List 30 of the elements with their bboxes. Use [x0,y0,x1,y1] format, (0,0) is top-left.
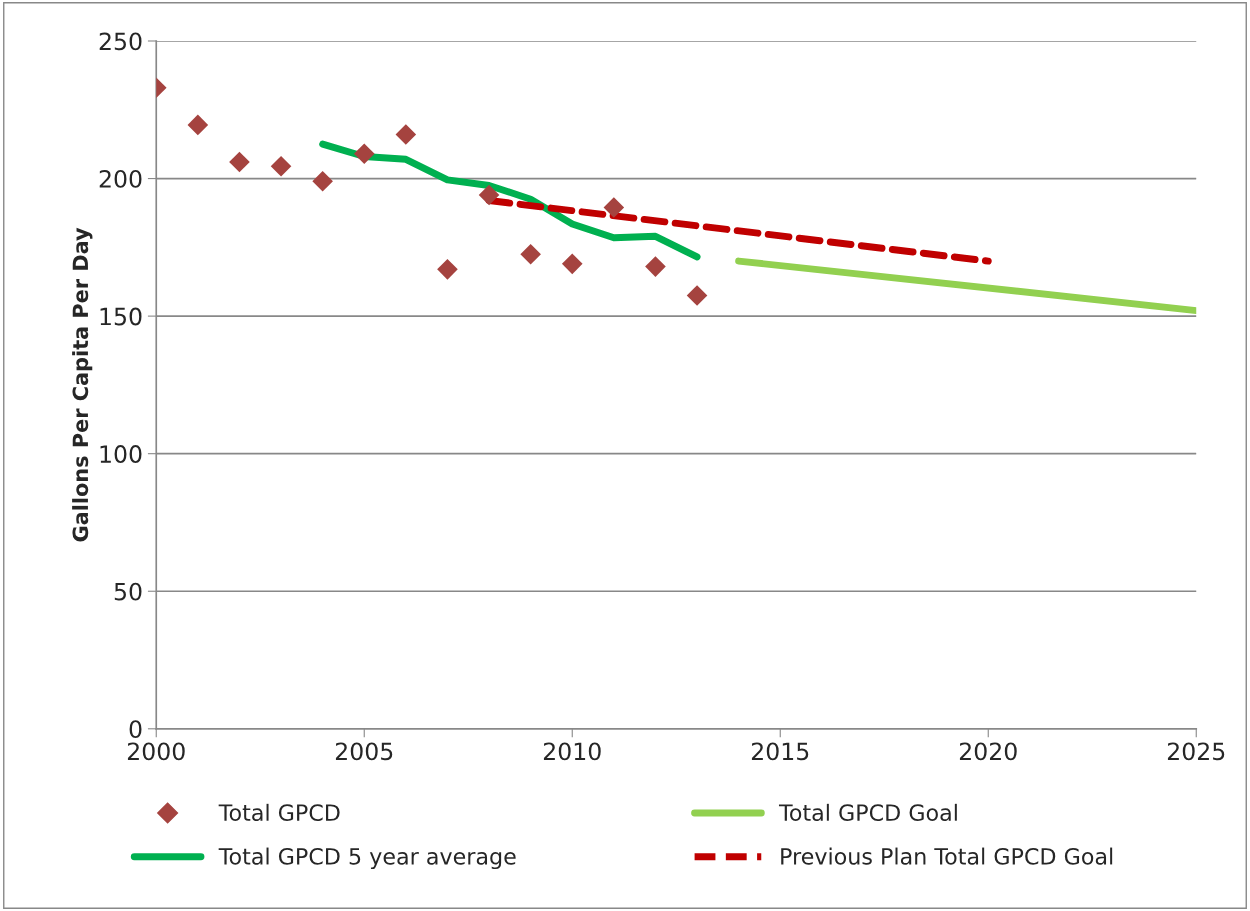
point [603,197,625,218]
point [437,259,458,280]
x-tick-label: 2000 [127,742,185,761]
point [645,256,666,277]
y-tick-label: 100 [100,445,142,463]
x-tick-label: 2010 [543,742,601,761]
y-tick-label: 200 [99,170,142,188]
point [353,143,375,165]
point [686,285,708,306]
point [395,124,417,145]
x-tick-label: 2005 [335,742,393,761]
point [520,243,541,265]
y-tick-label: 0 [129,720,142,739]
x-tick-label: 2025 [1167,742,1225,761]
point [270,155,292,177]
y-tick-label: 150 [100,307,142,326]
legend-label: Total GPCD [218,803,340,822]
x-tick-label: 2015 [751,742,809,761]
point [229,151,250,173]
point [187,114,209,136]
legend-label: Total GPCD Goal [778,803,957,822]
y-tick-label: 50 [114,582,142,601]
legend-label: Previous Plan Total GPCD Goal [781,847,1113,865]
x-tick-label: 2020 [959,742,1017,761]
legend-label: Total GPCD 5 year average [218,847,516,870]
y-axis-title: Gallons Per Capita Per Day [72,227,93,542]
y-tick-label: 250 [99,32,142,51]
point [312,171,333,192]
point [561,253,583,275]
point [478,184,500,206]
